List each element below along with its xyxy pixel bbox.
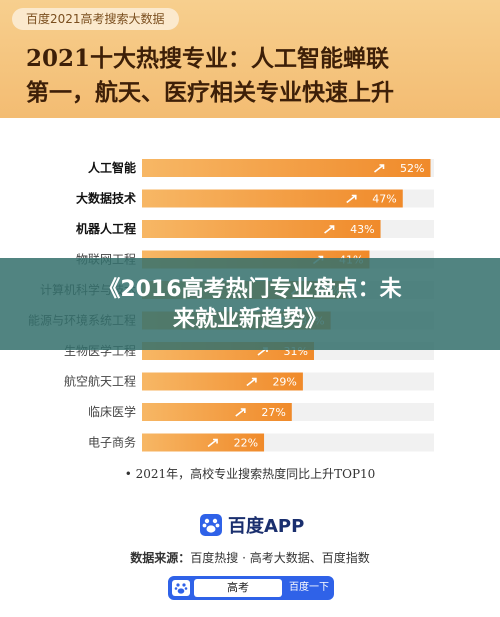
source-pill: 百度2021高考搜索大数据 bbox=[12, 8, 179, 30]
trend-up-icon bbox=[207, 438, 218, 448]
search-input[interactable]: 高考 bbox=[194, 579, 282, 597]
title-line-1: 2021十大热搜专业：人工智能蝉联 bbox=[26, 45, 390, 72]
category-label: 临床医学 bbox=[88, 404, 136, 419]
category-label: 大数据技术 bbox=[76, 191, 136, 206]
data-source: 数据来源：百度热搜 · 高考大数据、百度指数 bbox=[0, 549, 500, 566]
trend-up-icon bbox=[374, 164, 385, 173]
category-label: 电子商务 bbox=[88, 435, 136, 450]
banner-line-2: 来就业新趋势》 bbox=[172, 307, 327, 332]
chart-caption: • 2021年，高校专业搜索热度同比上升TOP10 bbox=[124, 467, 376, 481]
trend-up-icon bbox=[324, 225, 335, 234]
brand-logo: 百度APP bbox=[200, 512, 304, 538]
title-line-2: 第一，航天、医疗相关专业快速上升 bbox=[26, 79, 394, 106]
value-label: 47% bbox=[372, 193, 396, 206]
baidu-paw-icon bbox=[200, 514, 222, 536]
bar bbox=[142, 220, 381, 238]
banner-line-1: 《2016高考热门专业盘点：未 bbox=[98, 277, 402, 302]
overlay-banner-title[interactable]: 《2016高考热门专业盘点：未 来就业新趋势》 bbox=[0, 275, 500, 335]
trend-up-icon bbox=[246, 377, 257, 387]
bar bbox=[142, 189, 403, 208]
value-label: 29% bbox=[272, 376, 296, 389]
search-button[interactable]: 百度一下 bbox=[289, 582, 329, 593]
value-label: 27% bbox=[261, 406, 285, 419]
category-label: 人工智能 bbox=[88, 160, 136, 175]
overlay-banner[interactable] bbox=[0, 258, 500, 350]
page-title: 2021十大热搜专业：人工智能蝉联 第一，航天、医疗相关专业快速上升 bbox=[26, 42, 496, 110]
baidu-paw-icon bbox=[172, 580, 190, 596]
search-bar[interactable]: 高考 百度一下 bbox=[168, 576, 334, 600]
value-label: 52% bbox=[400, 162, 424, 175]
brand-name: 百度APP bbox=[228, 516, 305, 537]
bar bbox=[142, 159, 431, 177]
bar bbox=[142, 403, 292, 421]
category-label: 航空航天工程 bbox=[64, 374, 136, 389]
source-label: 数据来源： bbox=[130, 551, 191, 565]
category-label: 机器人工程 bbox=[76, 221, 136, 236]
trend-up-icon bbox=[235, 408, 246, 417]
source-text: 百度热搜 · 高考大数据、百度指数 bbox=[190, 551, 370, 565]
value-label: 22% bbox=[234, 437, 258, 450]
value-label: 43% bbox=[350, 223, 374, 236]
header-banner: 百度2021高考搜索大数据 2021十大热搜专业：人工智能蝉联 第一，航天、医疗… bbox=[0, 0, 500, 118]
trend-up-icon bbox=[346, 194, 357, 204]
bar bbox=[142, 372, 303, 391]
bar bbox=[142, 433, 265, 452]
